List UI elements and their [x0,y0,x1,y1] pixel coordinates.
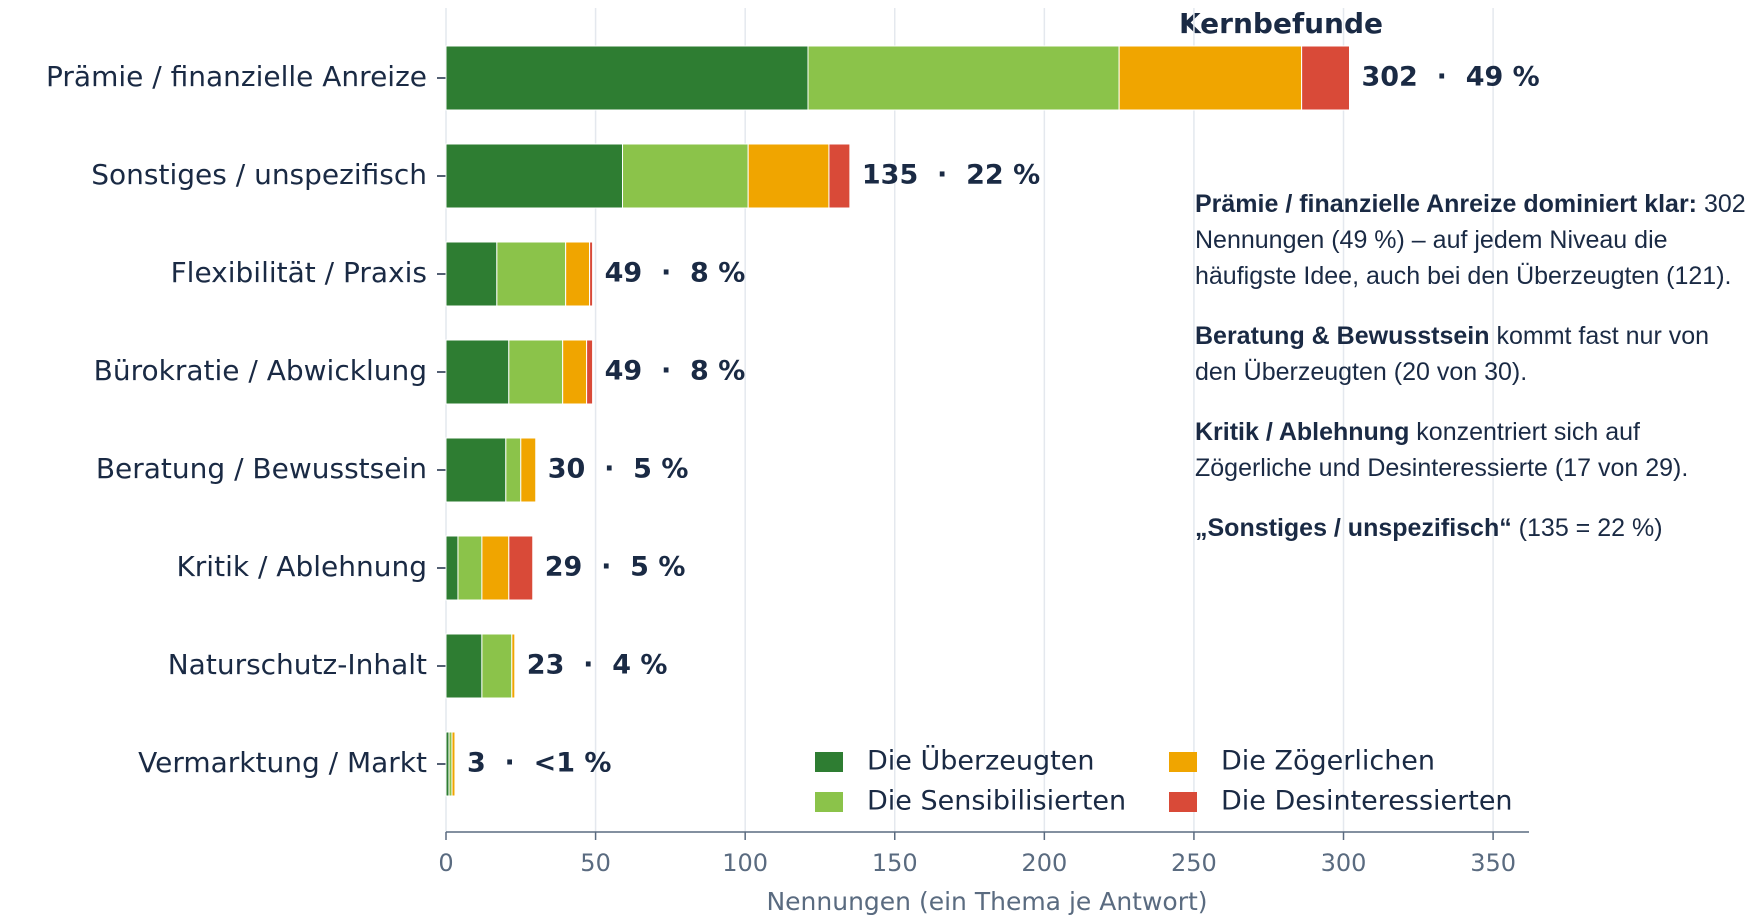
bar-segment [481,535,510,601]
annotation: Beratung & Bewusstsein kommt fast nur vo… [1195,318,1747,390]
bar-segment [508,339,564,405]
annotation-bold: Kritik / Ablehnung [1195,418,1410,446]
y-tick-label: Vermarktung / Markt [138,746,427,779]
bar-segment [511,633,516,699]
y-tick-label: Flexibilität / Praxis [171,256,427,289]
x-tick-label: 0 [438,849,453,877]
legend-swatch [815,752,843,772]
x-tick-label: 250 [1171,849,1217,877]
bar-segment [828,143,851,209]
chart-title: Kernbefunde [1179,7,1383,40]
bar-segment [445,45,809,111]
x-axis-title: Nennungen (ein Thema je Antwort) [766,887,1207,916]
legend-swatch [1169,792,1197,812]
bar-segment [496,241,567,307]
y-tick-label: Bürokratie / Abwicklung [94,354,427,387]
bar-segment [807,45,1120,111]
bar-segment [562,339,588,405]
bar-segment [586,339,594,405]
bar-segment [747,143,830,209]
total-label: 135 · 22 % [862,160,1040,191]
total-label: 23 · 4 % [527,650,668,681]
annotation: Kritik / Ablehnung konzentriert sich auf… [1195,414,1747,486]
legend-label: Die Desinteressierten [1221,786,1513,817]
legend-label: Die Zögerlichen [1221,746,1435,777]
annotation-text: konzentriert sich auf Zögerliche und Des… [1195,418,1689,482]
bar-segment [481,633,513,699]
total-label: 49 · 8 % [605,258,746,289]
total-label: 49 · 8 % [605,356,746,387]
x-tick-label: 350 [1470,849,1516,877]
annotations: Prämie / finanzielle Anreize dominiert k… [1195,186,1747,570]
y-tick-label: Prämie / finanzielle Anreize [46,60,427,93]
y-tick-label: Naturschutz-Inhalt [168,648,427,681]
bar-segment [445,143,624,209]
legend-swatch [1169,752,1197,772]
bar-segment [445,241,498,307]
annotation-text: (135 = 22 %) [1511,514,1663,542]
y-tick-label: Beratung / Bewusstsein [96,452,427,485]
bar-segment [1301,45,1350,111]
annotation: „Sonstiges / unspezifisch“ (135 = 22 %) [1195,510,1747,546]
bar-segment [445,633,483,699]
x-tick-label: 100 [722,849,768,877]
bar-segment [451,731,456,797]
annotation-text: 302 Nennungen (49 %) – auf jedem Niveau … [1195,190,1746,290]
bar-segment [622,143,749,209]
bar-segment [505,437,522,503]
y-tick-label: Sonstiges / unspezifisch [91,158,427,191]
annotation-bold: „Sonstiges / unspezifisch“ [1195,514,1512,542]
bar-segment [445,535,459,601]
x-tick-label: 50 [580,849,611,877]
bar-segment [1118,45,1303,111]
legend-swatch [815,792,843,812]
total-label: 30 · 5 % [548,454,689,485]
legend-label: Die Sensibilisierten [867,786,1126,817]
bar-segment [565,241,591,307]
annotation: Prämie / finanzielle Anreize dominiert k… [1195,186,1747,294]
annotation-text: kommt fast nur von den Überzeugten (20 v… [1195,322,1710,386]
x-tick-label: 150 [872,849,918,877]
bar-segment [508,535,534,601]
annotation-bold: Beratung & Bewusstsein [1195,322,1490,350]
bar-segment [589,241,594,307]
total-label: 3 · <1 % [467,748,612,779]
bar-segment [445,339,510,405]
legend-label: Die Überzeugten [867,745,1094,777]
total-label: 29 · 5 % [545,552,686,583]
x-tick-label: 200 [1021,849,1067,877]
y-tick-label: Kritik / Ablehnung [176,550,427,583]
annotation-bold: Prämie / finanzielle Anreize dominiert k… [1195,190,1698,218]
bar-segment [520,437,537,503]
bar-segment [445,437,507,503]
x-tick-label: 300 [1321,849,1367,877]
total-label: 302 · 49 % [1361,62,1539,93]
bar-segment [457,535,483,601]
